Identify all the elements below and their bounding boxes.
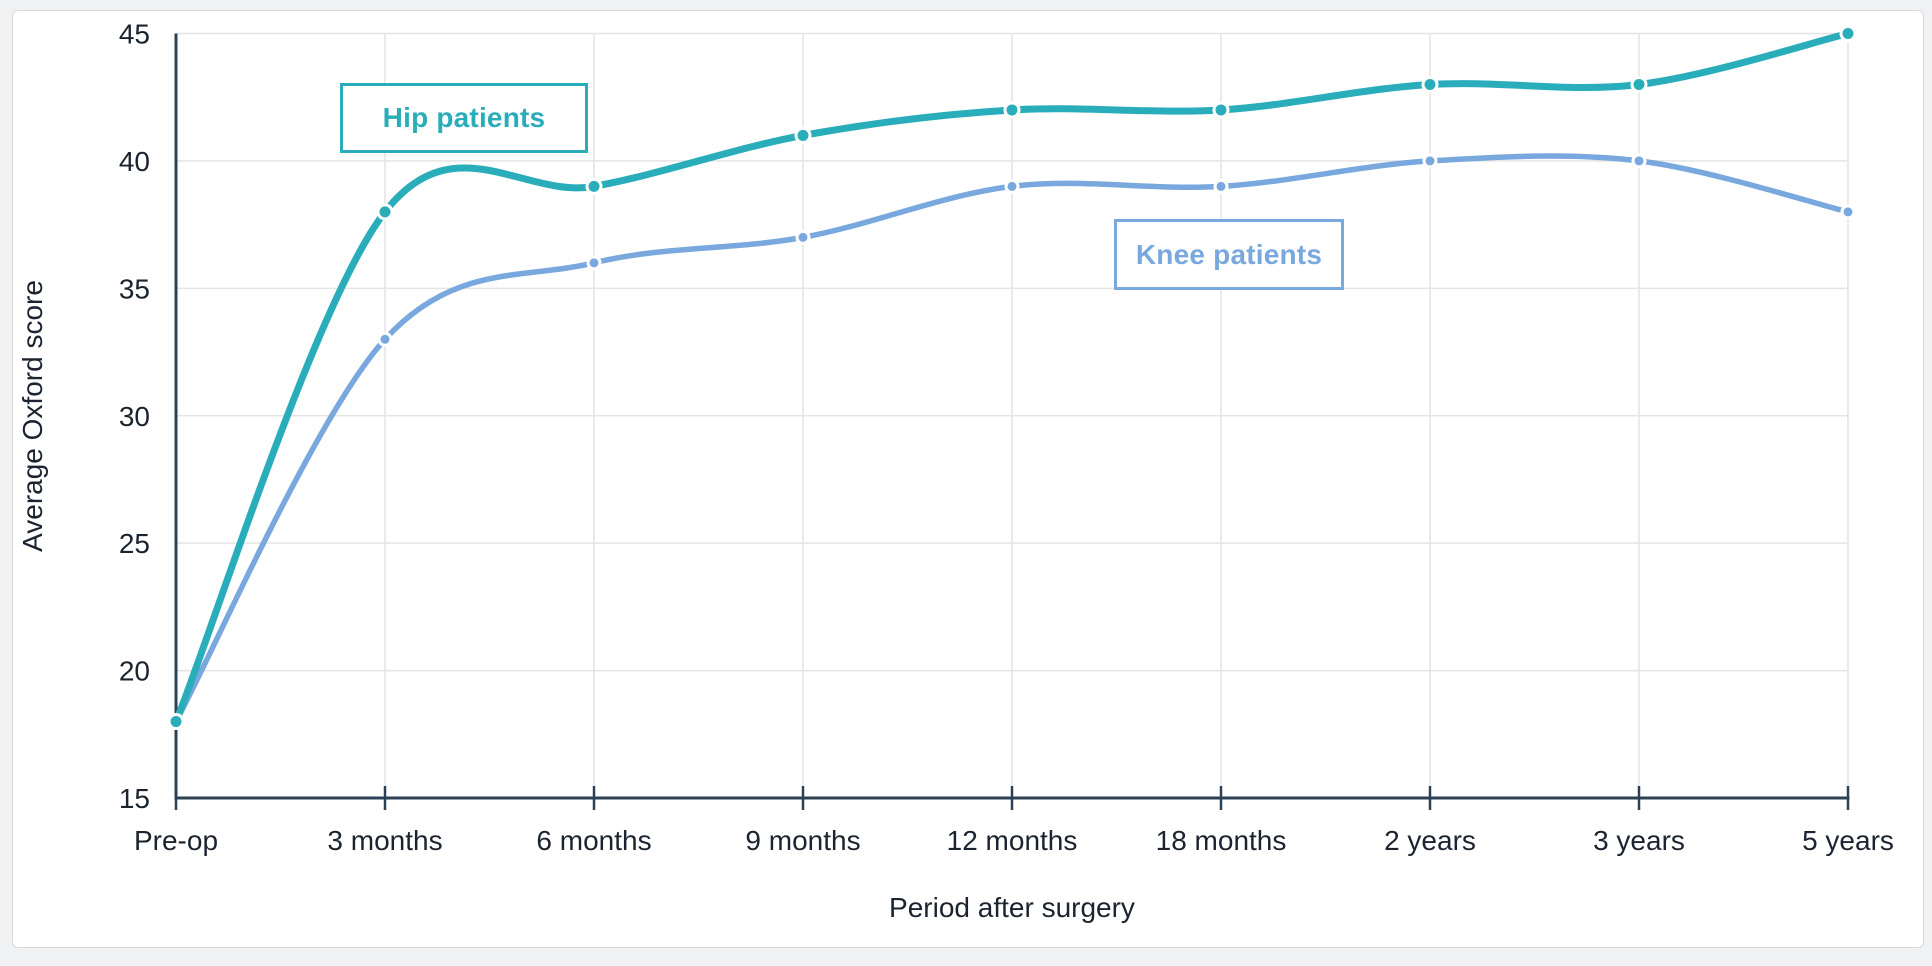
hip-data-point [585, 177, 603, 195]
hip-series-label-text: Hip patients [382, 102, 546, 133]
y-tick-label: 30 [119, 401, 150, 432]
x-tick-label: 3 years [1593, 825, 1685, 856]
y-tick-label: 25 [119, 528, 150, 559]
y-tick-label: 45 [119, 19, 150, 50]
hip-data-point [1630, 75, 1648, 93]
x-tick-label: 18 months [1156, 825, 1287, 856]
x-tick-label: 5 years [1802, 825, 1894, 856]
knee-data-point [795, 229, 811, 245]
knee-data-point [1004, 178, 1020, 194]
hip-data-point [1421, 75, 1439, 93]
y-tick-label: 40 [119, 146, 150, 177]
x-tick-label: 9 months [745, 825, 860, 856]
x-tick-label: 3 months [327, 825, 442, 856]
hip-data-point [376, 203, 394, 221]
knee-data-point [1631, 153, 1647, 169]
x-tick-label: 2 years [1384, 825, 1476, 856]
y-axis-title: Average Oxford score [17, 280, 48, 552]
hip-data-point [1003, 101, 1021, 119]
hip-data-point [794, 126, 812, 144]
hip-series-label: Hip patients [340, 83, 588, 153]
chart-card [12, 10, 1924, 948]
hip-data-point [167, 713, 185, 731]
knee-series-label-text: Knee patients [1135, 238, 1323, 270]
knee-series-label: Knee patients [1114, 219, 1344, 290]
hip-data-point [1839, 25, 1857, 42]
x-axis-title: Period after surgery [889, 892, 1135, 923]
knee-data-point [1840, 204, 1856, 220]
x-tick-label: 6 months [536, 825, 651, 856]
y-tick-label: 35 [119, 273, 150, 304]
x-tick-label: 12 months [947, 825, 1078, 856]
hip-data-point [1212, 101, 1230, 119]
knee-data-point [377, 331, 393, 347]
y-tick-label: 15 [119, 783, 150, 814]
knee-data-point [1422, 153, 1438, 169]
x-tick-label: Pre-op [134, 825, 218, 856]
knee-data-point [586, 255, 602, 271]
y-tick-label: 20 [119, 656, 150, 687]
knee-data-point [1213, 178, 1229, 194]
